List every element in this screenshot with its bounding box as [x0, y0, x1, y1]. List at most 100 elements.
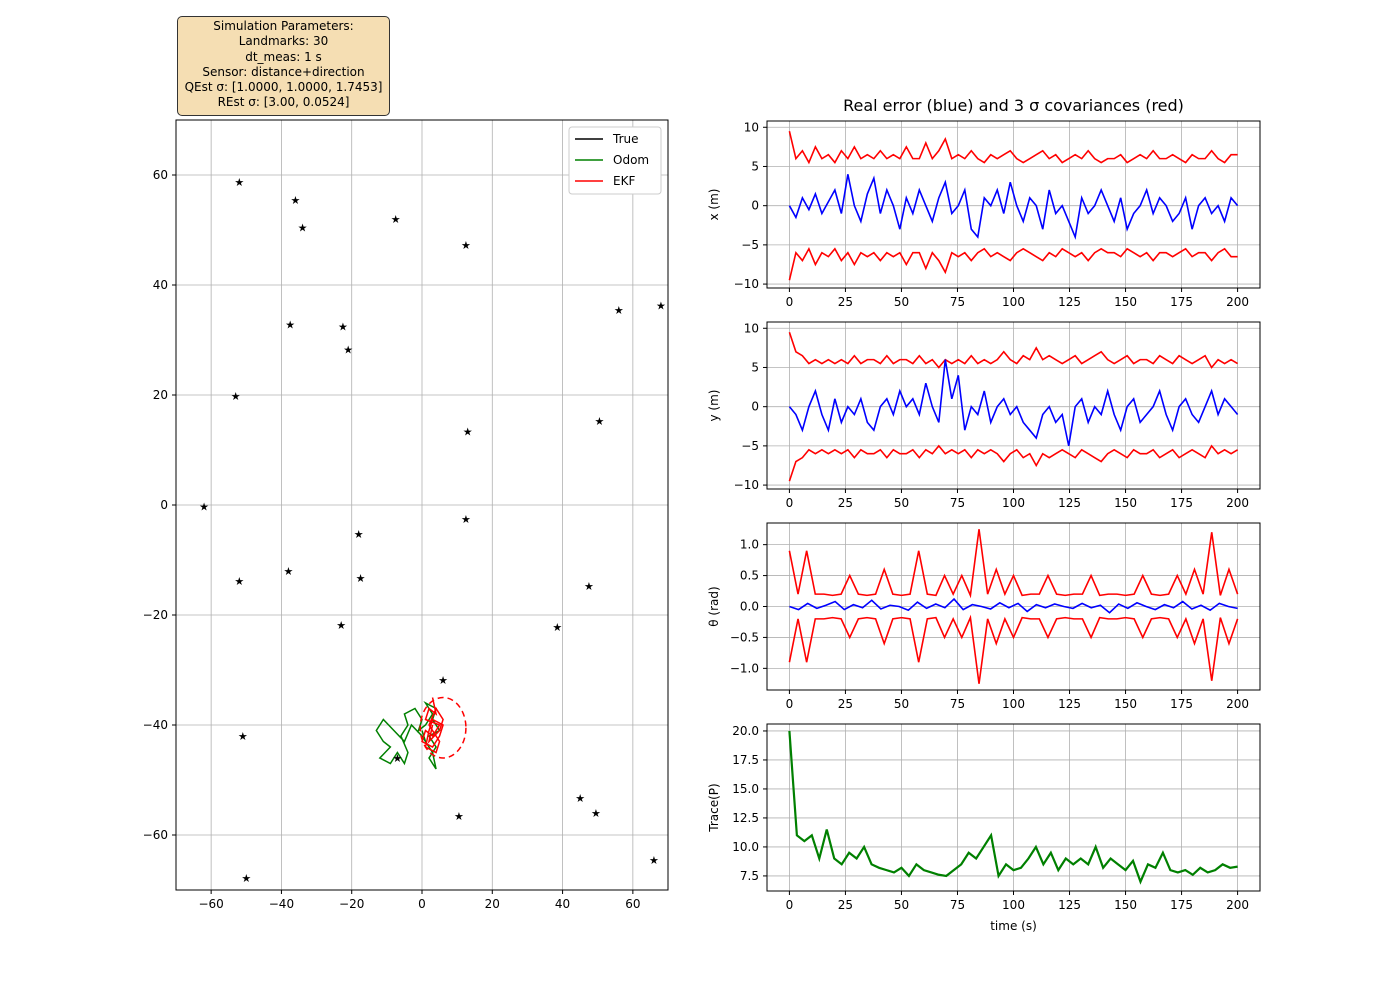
odom-track — [375, 701, 441, 770]
panel-xtick-label: 50 — [894, 898, 909, 912]
landmark-marker: ★ — [285, 319, 295, 332]
cov-lower-line — [788, 614, 1239, 684]
landmark-marker: ★ — [595, 415, 605, 428]
map-ytick-label: 0 — [160, 498, 168, 512]
params-dt-meas: dt_meas: 1 s — [245, 49, 322, 64]
cov-upper-line — [788, 131, 1238, 165]
panel-xtick-label: 175 — [1170, 295, 1193, 309]
panel-xtick-label: 100 — [1002, 697, 1025, 711]
parameters-box: Simulation Parameters: Landmarks: 30 dt_… — [177, 16, 390, 116]
panel-ytick-label: −5 — [741, 238, 759, 252]
params-title: Simulation Parameters: — [213, 19, 354, 33]
panel-frame — [766, 522, 1261, 691]
cov-lower-line — [788, 444, 1239, 482]
panel-xtick-label: 150 — [1114, 898, 1137, 912]
panel-ytick-label: 5 — [751, 159, 759, 173]
panel-ytick-label: −1.0 — [730, 661, 759, 675]
panel-ytick-label: −0.5 — [730, 630, 759, 644]
panel-xtick-label: 25 — [838, 898, 853, 912]
landmark-marker: ★ — [231, 390, 241, 403]
map-ytick-label: −60 — [143, 828, 168, 842]
panel-ytick-label: −10 — [734, 478, 759, 492]
landmark-marker: ★ — [241, 872, 251, 885]
landmark-marker: ★ — [234, 176, 244, 189]
panel-ytick-label: 10 — [744, 120, 759, 134]
panel-ylabel: θ (rad) — [707, 586, 721, 626]
panel-ytick-label: 5 — [751, 360, 759, 374]
landmark-marker: ★ — [649, 854, 659, 867]
panel-ytick-label: 20.0 — [732, 724, 759, 738]
map-xtick-label: 60 — [625, 897, 640, 911]
panel-xtick-label: 175 — [1170, 496, 1193, 510]
panel-xtick-label: 50 — [894, 697, 909, 711]
panel-xtick-label: 200 — [1226, 496, 1249, 510]
landmark-marker: ★ — [454, 810, 464, 823]
panel-ytick-label: 0.0 — [740, 600, 759, 614]
map-ytick-label: 20 — [153, 388, 168, 402]
landmark-marker: ★ — [656, 299, 666, 312]
panel-xtick-label: 50 — [894, 295, 909, 309]
panel-ytick-label: 12.5 — [732, 811, 759, 825]
landmark-marker: ★ — [591, 807, 601, 820]
map-legend — [568, 126, 662, 195]
panel-xtick-label: 100 — [1002, 295, 1025, 309]
map-xtick-label: −60 — [198, 897, 223, 911]
landmark-marker: ★ — [234, 575, 244, 588]
panel-ytick-label: 0 — [751, 400, 759, 414]
landmark-marker: ★ — [584, 580, 594, 593]
legend-entry: Odom — [613, 153, 649, 167]
params-landmarks: Landmarks: 30 — [238, 34, 329, 49]
landmark-marker: ★ — [461, 239, 471, 252]
cov-upper-line — [788, 331, 1239, 369]
ekf-track — [421, 697, 444, 754]
panel-xtick-label: 150 — [1114, 697, 1137, 711]
panel-ytick-label: 10.0 — [732, 840, 759, 854]
map-ytick-label: −20 — [143, 608, 168, 622]
panel-ytick-label: 7.5 — [740, 869, 759, 883]
panel-ytick-label: −10 — [734, 277, 759, 291]
map-ytick-label: −40 — [143, 718, 168, 732]
panel-xtick-label: 100 — [1002, 496, 1025, 510]
panel-xtick-label: 25 — [838, 295, 853, 309]
panel-xtick-label: 150 — [1114, 496, 1137, 510]
error-line — [789, 597, 1238, 614]
panel-xtick-label: 200 — [1226, 295, 1249, 309]
cov-upper-line — [788, 529, 1239, 599]
panel-xlabel: time (s) — [990, 919, 1037, 933]
error-line — [788, 174, 1239, 240]
panel-ytick-label: 0.5 — [740, 569, 759, 583]
panel-xtick-label: 125 — [1058, 697, 1081, 711]
landmark-marker: ★ — [461, 513, 471, 526]
panel-ytick-label: 17.5 — [732, 753, 759, 767]
panel-xtick-label: 50 — [894, 496, 909, 510]
panel-xtick-label: 75 — [950, 496, 965, 510]
map-ytick-label: 40 — [153, 278, 168, 292]
landmark-marker: ★ — [356, 572, 366, 585]
landmark-marker: ★ — [199, 501, 209, 514]
panel-xtick-label: 75 — [950, 697, 965, 711]
covariance-ellipse — [419, 696, 467, 759]
landmark-marker: ★ — [392, 752, 402, 765]
panel-xtick-label: 100 — [1002, 898, 1025, 912]
panel-xtick-label: 25 — [838, 697, 853, 711]
panel-xtick-label: 200 — [1226, 697, 1249, 711]
panel-xtick-label: 0 — [786, 295, 794, 309]
panel-xtick-label: 125 — [1058, 898, 1081, 912]
error-line — [788, 359, 1239, 447]
panel-xtick-label: 125 — [1058, 496, 1081, 510]
panel-xtick-label: 200 — [1226, 898, 1249, 912]
landmark-marker: ★ — [338, 320, 348, 333]
map-ytick-label: 60 — [153, 168, 168, 182]
panel-xtick-label: 175 — [1170, 697, 1193, 711]
panel-ylabel: Trace(P) — [707, 783, 721, 832]
panel-xtick-label: 0 — [786, 496, 794, 510]
landmark-marker: ★ — [614, 304, 624, 317]
landmark-marker: ★ — [298, 221, 308, 234]
panel-ytick-label: 1.0 — [740, 538, 759, 552]
map-xtick-label: 0 — [418, 897, 426, 911]
panel-frame — [766, 723, 1261, 892]
panel-xtick-label: 150 — [1114, 295, 1137, 309]
panel-xtick-label: 25 — [838, 496, 853, 510]
landmark-marker: ★ — [575, 792, 585, 805]
landmark-marker: ★ — [391, 213, 401, 226]
